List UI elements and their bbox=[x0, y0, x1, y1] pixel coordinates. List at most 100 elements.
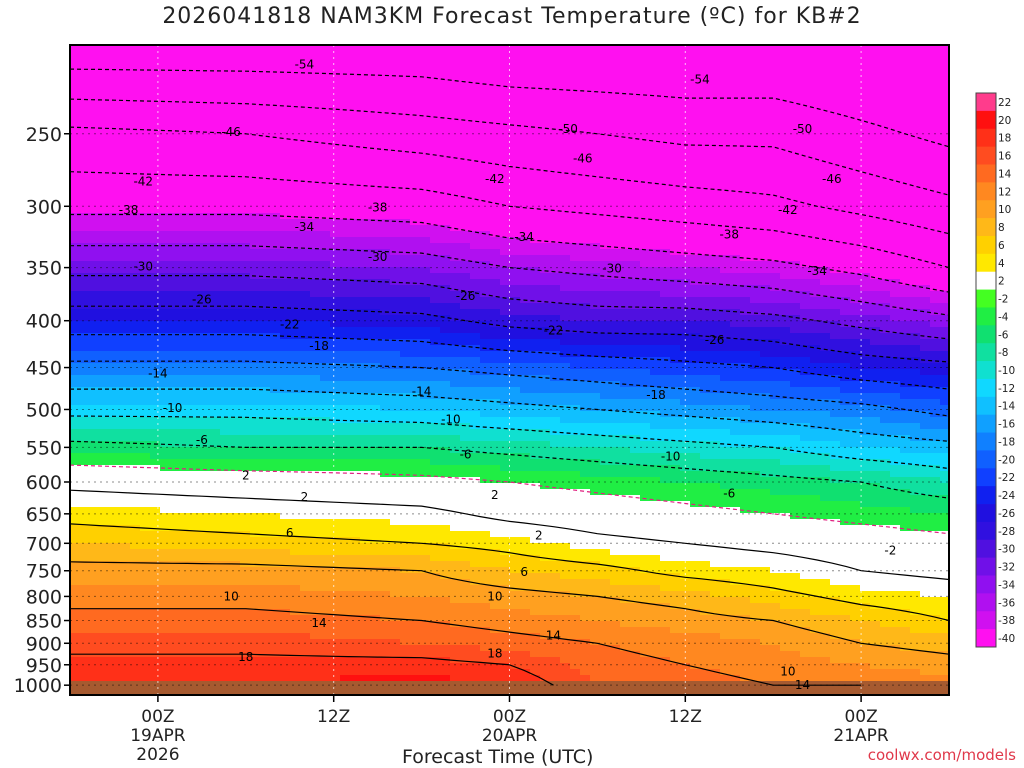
contour-label: -18 bbox=[309, 339, 329, 353]
colorbar-label: -14 bbox=[998, 401, 1015, 413]
contour-label: -10 bbox=[661, 450, 681, 464]
site-credit: coolwx.com/models bbox=[867, 746, 1016, 764]
colorbar-swatch bbox=[976, 557, 996, 576]
contour-label: -42 bbox=[133, 175, 153, 189]
colorbar-label: 8 bbox=[998, 222, 1005, 234]
y-tick-label: 300 bbox=[26, 196, 62, 218]
y-tick-label: 450 bbox=[26, 358, 62, 380]
contour-label: -26 bbox=[192, 292, 212, 306]
y-tick-label: 750 bbox=[26, 561, 62, 583]
contour-label: -30 bbox=[602, 262, 622, 276]
colorbar-swatch bbox=[976, 325, 996, 344]
contour-label: 6 bbox=[286, 526, 294, 540]
colorbar-label: -20 bbox=[998, 454, 1015, 466]
x-tick-label: 19APR bbox=[130, 726, 186, 746]
colorbar-swatch bbox=[976, 361, 996, 380]
contour-label: -34 bbox=[514, 230, 534, 244]
x-tick-label: 12Z bbox=[669, 707, 702, 727]
contour-label: -38 bbox=[119, 203, 139, 217]
colorbar-swatch bbox=[976, 343, 996, 362]
contour--38 bbox=[70, 213, 949, 293]
contour-label: -34 bbox=[807, 264, 827, 278]
contour-label: -50 bbox=[558, 122, 578, 136]
x-tick-label: 00Z bbox=[141, 707, 174, 727]
colorbar-swatch bbox=[976, 378, 996, 398]
colorbar-label: -2 bbox=[998, 294, 1008, 306]
contour-label: -18 bbox=[646, 388, 666, 402]
colorbar-swatch bbox=[976, 128, 996, 148]
colorbar-label: 12 bbox=[998, 186, 1011, 198]
contour-6 bbox=[70, 523, 949, 622]
contour--42 bbox=[70, 171, 949, 269]
contour--2 bbox=[70, 464, 949, 535]
colorbar-swatch bbox=[976, 468, 996, 487]
colorbar-swatch bbox=[976, 432, 996, 451]
colorbar: 22 20 18 16 14 12 10 8 6 4 2 -2 -4 -6 -8 -10 -12 -14 -16 -1… bbox=[975, 92, 1015, 648]
colorbar-swatch bbox=[976, 629, 996, 648]
contour-label: 2 bbox=[301, 490, 309, 504]
colorbar-label: -26 bbox=[998, 508, 1015, 520]
colorbar-label: 10 bbox=[998, 204, 1011, 216]
colorbar-label: 18 bbox=[998, 133, 1011, 145]
y-tick-label: 700 bbox=[26, 533, 62, 555]
colorbar-label: -40 bbox=[998, 633, 1015, 645]
contour-18 bbox=[70, 653, 554, 686]
contour-14 bbox=[70, 608, 862, 686]
contour-label: -46 bbox=[573, 151, 593, 165]
contour-label: 6 bbox=[520, 565, 528, 579]
colorbar-swatch bbox=[976, 486, 996, 505]
contour-label: -6 bbox=[723, 487, 735, 501]
x-tick-label: 2026 bbox=[136, 745, 179, 765]
contour--50 bbox=[70, 98, 949, 196]
colorbar-swatch bbox=[976, 593, 996, 612]
contour-label: 14 bbox=[546, 629, 561, 643]
colorbar-swatch bbox=[976, 218, 996, 237]
colorbar-label: 2 bbox=[998, 276, 1005, 288]
contour-label: 14 bbox=[311, 616, 326, 630]
contour-label: 18 bbox=[238, 650, 253, 664]
contour-label: -50 bbox=[793, 122, 813, 136]
colorbar-label: 4 bbox=[998, 258, 1005, 270]
contour-label: 14 bbox=[795, 678, 810, 692]
contour-label: -2 bbox=[884, 544, 896, 558]
contour-label: -6 bbox=[460, 448, 472, 462]
colorbar-swatch bbox=[976, 396, 996, 416]
contour-label: -30 bbox=[368, 250, 388, 264]
contour-label: -22 bbox=[544, 324, 564, 338]
y-tick-label: 350 bbox=[26, 258, 62, 280]
contour-label: -30 bbox=[133, 259, 153, 273]
contour-label: -46 bbox=[822, 172, 842, 186]
contour-label: -10 bbox=[163, 401, 183, 415]
contour--46 bbox=[70, 126, 949, 235]
colorbar-swatch bbox=[976, 504, 996, 523]
colorbar-swatch bbox=[976, 271, 996, 290]
colorbar-swatch bbox=[976, 164, 996, 183]
colorbar-swatch bbox=[976, 235, 996, 255]
colorbar-frame bbox=[975, 92, 997, 648]
contour-label: 10 bbox=[780, 664, 795, 678]
colorbar-swatch bbox=[976, 414, 996, 433]
colorbar-label: -22 bbox=[998, 472, 1015, 484]
colorbar-swatch bbox=[976, 146, 996, 165]
colorbar-label: -12 bbox=[998, 383, 1015, 395]
colorbar-label: -30 bbox=[998, 544, 1015, 556]
colorbar-swatch bbox=[976, 182, 996, 201]
colorbar-swatch bbox=[976, 289, 996, 308]
y-tick-label: 900 bbox=[26, 633, 62, 655]
y-axis: 2503003504004505005506006507007508008509… bbox=[14, 124, 70, 697]
colorbar-swatch bbox=[976, 611, 996, 630]
contour-label: -42 bbox=[778, 203, 798, 217]
contour-label: 2 bbox=[535, 528, 543, 542]
y-tick-label: 400 bbox=[26, 311, 62, 333]
colorbar-label: -36 bbox=[998, 597, 1015, 609]
x-tick-label: 00Z bbox=[493, 707, 526, 727]
contour-label: -54 bbox=[295, 57, 315, 71]
contour-label: -38 bbox=[719, 227, 739, 241]
contour-label: -26 bbox=[705, 333, 725, 347]
colorbar-label: -32 bbox=[998, 562, 1015, 574]
contour-label: 2 bbox=[242, 468, 250, 482]
colorbar-swatch bbox=[976, 253, 996, 273]
contour-label: -54 bbox=[690, 72, 710, 86]
